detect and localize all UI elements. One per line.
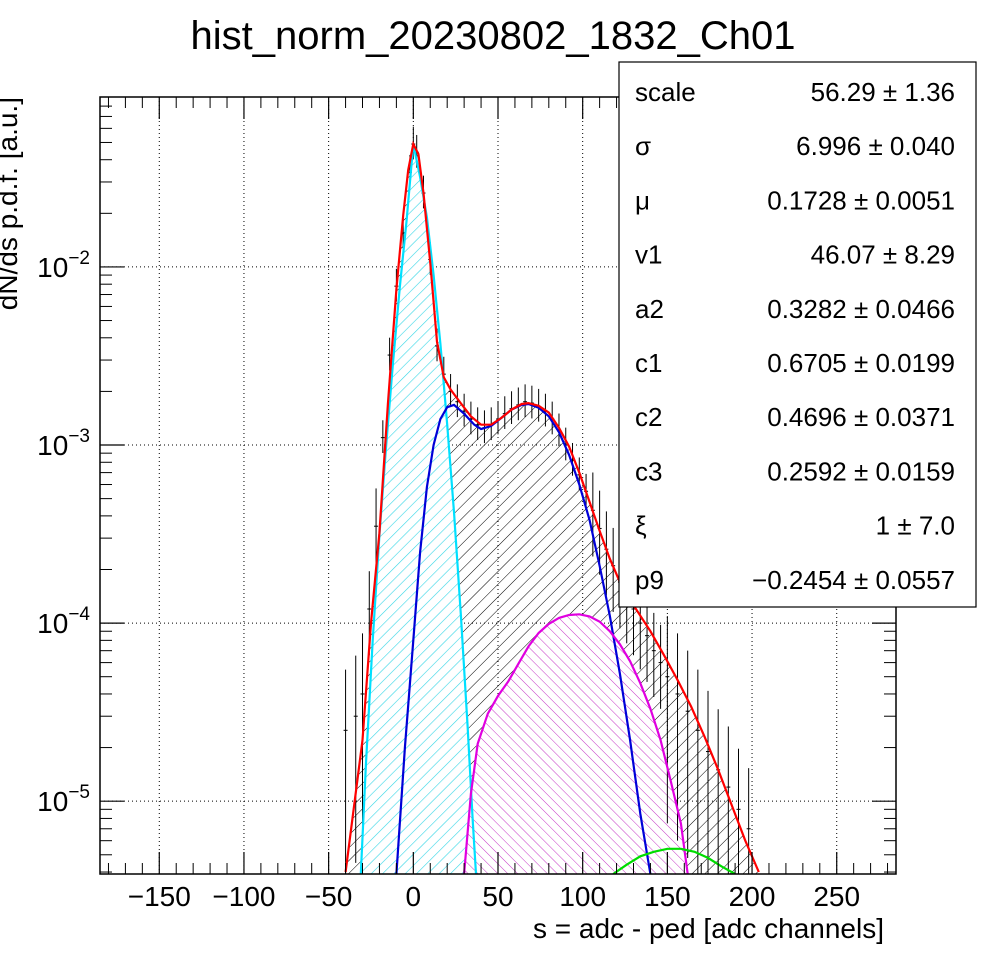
y-tick-label: 10−5 xyxy=(37,782,90,817)
x-tick-label: −150 xyxy=(128,881,191,912)
x-tick-labels: −150 −100 −50 0 50 100 150 200 250 xyxy=(128,881,860,912)
stats-param-value: 0.1728 ± 0.0051 xyxy=(767,185,955,215)
stats-param-name: c3 xyxy=(635,456,662,486)
x-tick-label: 200 xyxy=(729,881,776,912)
y-tick-label: 10−2 xyxy=(37,248,90,283)
x-tick-label: 50 xyxy=(482,881,513,912)
y-tick-label: 10−4 xyxy=(37,604,90,639)
y-axis-title: dN/ds p.d.f. [a.u.] xyxy=(0,97,23,310)
stats-param-value: 0.2592 ± 0.0159 xyxy=(767,456,955,486)
y-tick-label: 10−3 xyxy=(37,426,90,461)
stats-param-name: μ xyxy=(635,185,650,215)
stats-param-value: 0.6705 ± 0.0199 xyxy=(767,348,955,378)
stats-param-name: c2 xyxy=(635,402,662,432)
stats-param-value: 0.4696 ± 0.0371 xyxy=(767,402,955,432)
x-tick-label: 0 xyxy=(406,881,422,912)
stats-param-name: σ xyxy=(635,131,651,161)
x-axis-title: s = adc - ped [adc channels] xyxy=(533,913,884,944)
stats-param-name: scale xyxy=(635,77,696,107)
stats-param-value: 1 ± 7.0 xyxy=(876,511,955,541)
stats-param-name: c1 xyxy=(635,348,662,378)
stats-param-name: a2 xyxy=(635,294,664,324)
stats-param-name: ξ xyxy=(635,511,647,541)
x-tick-label: 150 xyxy=(644,881,691,912)
stats-param-value: 6.996 ± 0.040 xyxy=(796,131,955,161)
x-tick-label: 250 xyxy=(813,881,860,912)
y-tick-labels: 10−5 10−4 10−3 10−2 xyxy=(37,248,90,817)
stats-param-value: −0.2454 ± 0.0557 xyxy=(752,565,955,595)
chart-title: hist_norm_20230802_1832_Ch01 xyxy=(191,14,796,58)
histogram-chart: hist_norm_20230802_1832_Ch01 −150 −100 −50… xyxy=(0,0,996,972)
x-tick-label: 100 xyxy=(559,881,606,912)
stats-param-name: p9 xyxy=(635,565,664,595)
stats-param-value: 0.3282 ± 0.0466 xyxy=(767,294,955,324)
x-tick-label: −100 xyxy=(212,881,275,912)
x-tick-label: −50 xyxy=(305,881,353,912)
stats-param-value: 46.07 ± 8.29 xyxy=(811,240,955,270)
stats-param-value: 56.29 ± 1.36 xyxy=(811,77,955,107)
stats-param-name: v1 xyxy=(635,240,662,270)
stats-box: scale 56.29 ± 1.36 σ 6.996 ± 0.040 μ 0.1728 ±… xyxy=(619,62,976,607)
